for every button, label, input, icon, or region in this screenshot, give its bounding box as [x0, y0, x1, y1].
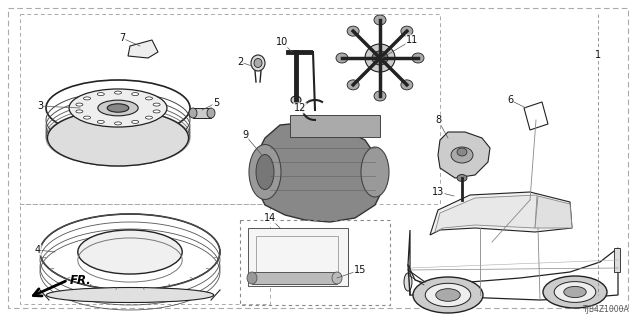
Ellipse shape	[145, 97, 152, 100]
Polygon shape	[255, 124, 385, 222]
Ellipse shape	[78, 230, 182, 274]
Text: TJB4Z1000A: TJB4Z1000A	[583, 305, 630, 314]
Bar	[290, 115, 380, 137]
Ellipse shape	[457, 174, 467, 181]
Ellipse shape	[564, 286, 586, 298]
Ellipse shape	[336, 53, 348, 63]
Ellipse shape	[47, 110, 189, 166]
Text: 4: 4	[35, 245, 41, 255]
Ellipse shape	[97, 120, 104, 124]
Ellipse shape	[291, 96, 301, 104]
Text: 9: 9	[242, 130, 248, 140]
Polygon shape	[408, 230, 618, 300]
Text: FR.: FR.	[70, 274, 92, 286]
Polygon shape	[435, 195, 537, 232]
Ellipse shape	[207, 108, 215, 118]
Text: 1: 1	[595, 50, 601, 60]
Bar	[20, 204, 270, 304]
Ellipse shape	[401, 80, 413, 90]
Text: 8: 8	[435, 115, 441, 125]
Ellipse shape	[256, 155, 274, 189]
Ellipse shape	[84, 97, 90, 100]
Ellipse shape	[332, 272, 342, 284]
Ellipse shape	[361, 147, 389, 197]
Ellipse shape	[254, 59, 262, 68]
Text: 10: 10	[276, 37, 288, 47]
Ellipse shape	[365, 44, 395, 72]
Ellipse shape	[458, 199, 466, 204]
Ellipse shape	[153, 110, 160, 113]
Ellipse shape	[425, 283, 471, 307]
Text: 11: 11	[406, 35, 418, 45]
Ellipse shape	[404, 273, 412, 291]
Ellipse shape	[84, 116, 90, 119]
Ellipse shape	[372, 51, 388, 65]
Ellipse shape	[76, 110, 83, 113]
Text: 3: 3	[37, 101, 43, 111]
Ellipse shape	[153, 103, 160, 106]
Bar	[193, 108, 211, 118]
Ellipse shape	[457, 148, 467, 156]
Ellipse shape	[412, 53, 424, 63]
Ellipse shape	[189, 108, 197, 118]
Ellipse shape	[251, 55, 265, 71]
Polygon shape	[438, 132, 490, 178]
Text: 12: 12	[294, 103, 306, 113]
Text: 2: 2	[237, 57, 243, 67]
Ellipse shape	[115, 91, 122, 94]
Text: 13: 13	[432, 187, 444, 197]
Polygon shape	[430, 192, 572, 235]
Ellipse shape	[98, 100, 138, 116]
Ellipse shape	[69, 89, 167, 127]
Ellipse shape	[436, 289, 460, 301]
Ellipse shape	[76, 103, 83, 106]
Ellipse shape	[247, 272, 257, 284]
Ellipse shape	[46, 287, 214, 302]
Ellipse shape	[413, 277, 483, 313]
Text: 7: 7	[119, 33, 125, 43]
Polygon shape	[128, 40, 158, 58]
Ellipse shape	[401, 26, 413, 36]
Ellipse shape	[374, 91, 386, 101]
Ellipse shape	[132, 120, 139, 124]
Ellipse shape	[451, 147, 473, 163]
Polygon shape	[535, 196, 572, 228]
Text: 14: 14	[264, 213, 276, 223]
Ellipse shape	[347, 26, 359, 36]
Bar	[252, 272, 337, 284]
Text: 5: 5	[213, 98, 219, 108]
Bar	[20, 14, 440, 204]
Ellipse shape	[374, 15, 386, 25]
Ellipse shape	[554, 282, 596, 302]
Ellipse shape	[543, 276, 607, 308]
Text: 6: 6	[507, 95, 513, 105]
Ellipse shape	[145, 116, 152, 119]
Ellipse shape	[97, 92, 104, 96]
Bar	[248, 228, 348, 286]
Bar	[256, 236, 338, 276]
Bar	[614, 248, 620, 272]
Ellipse shape	[115, 122, 122, 125]
Text: 15: 15	[354, 265, 366, 275]
Ellipse shape	[107, 104, 129, 112]
Polygon shape	[524, 102, 548, 130]
Ellipse shape	[347, 80, 359, 90]
Ellipse shape	[249, 145, 281, 199]
Bar	[240, 220, 390, 305]
Ellipse shape	[132, 92, 139, 96]
